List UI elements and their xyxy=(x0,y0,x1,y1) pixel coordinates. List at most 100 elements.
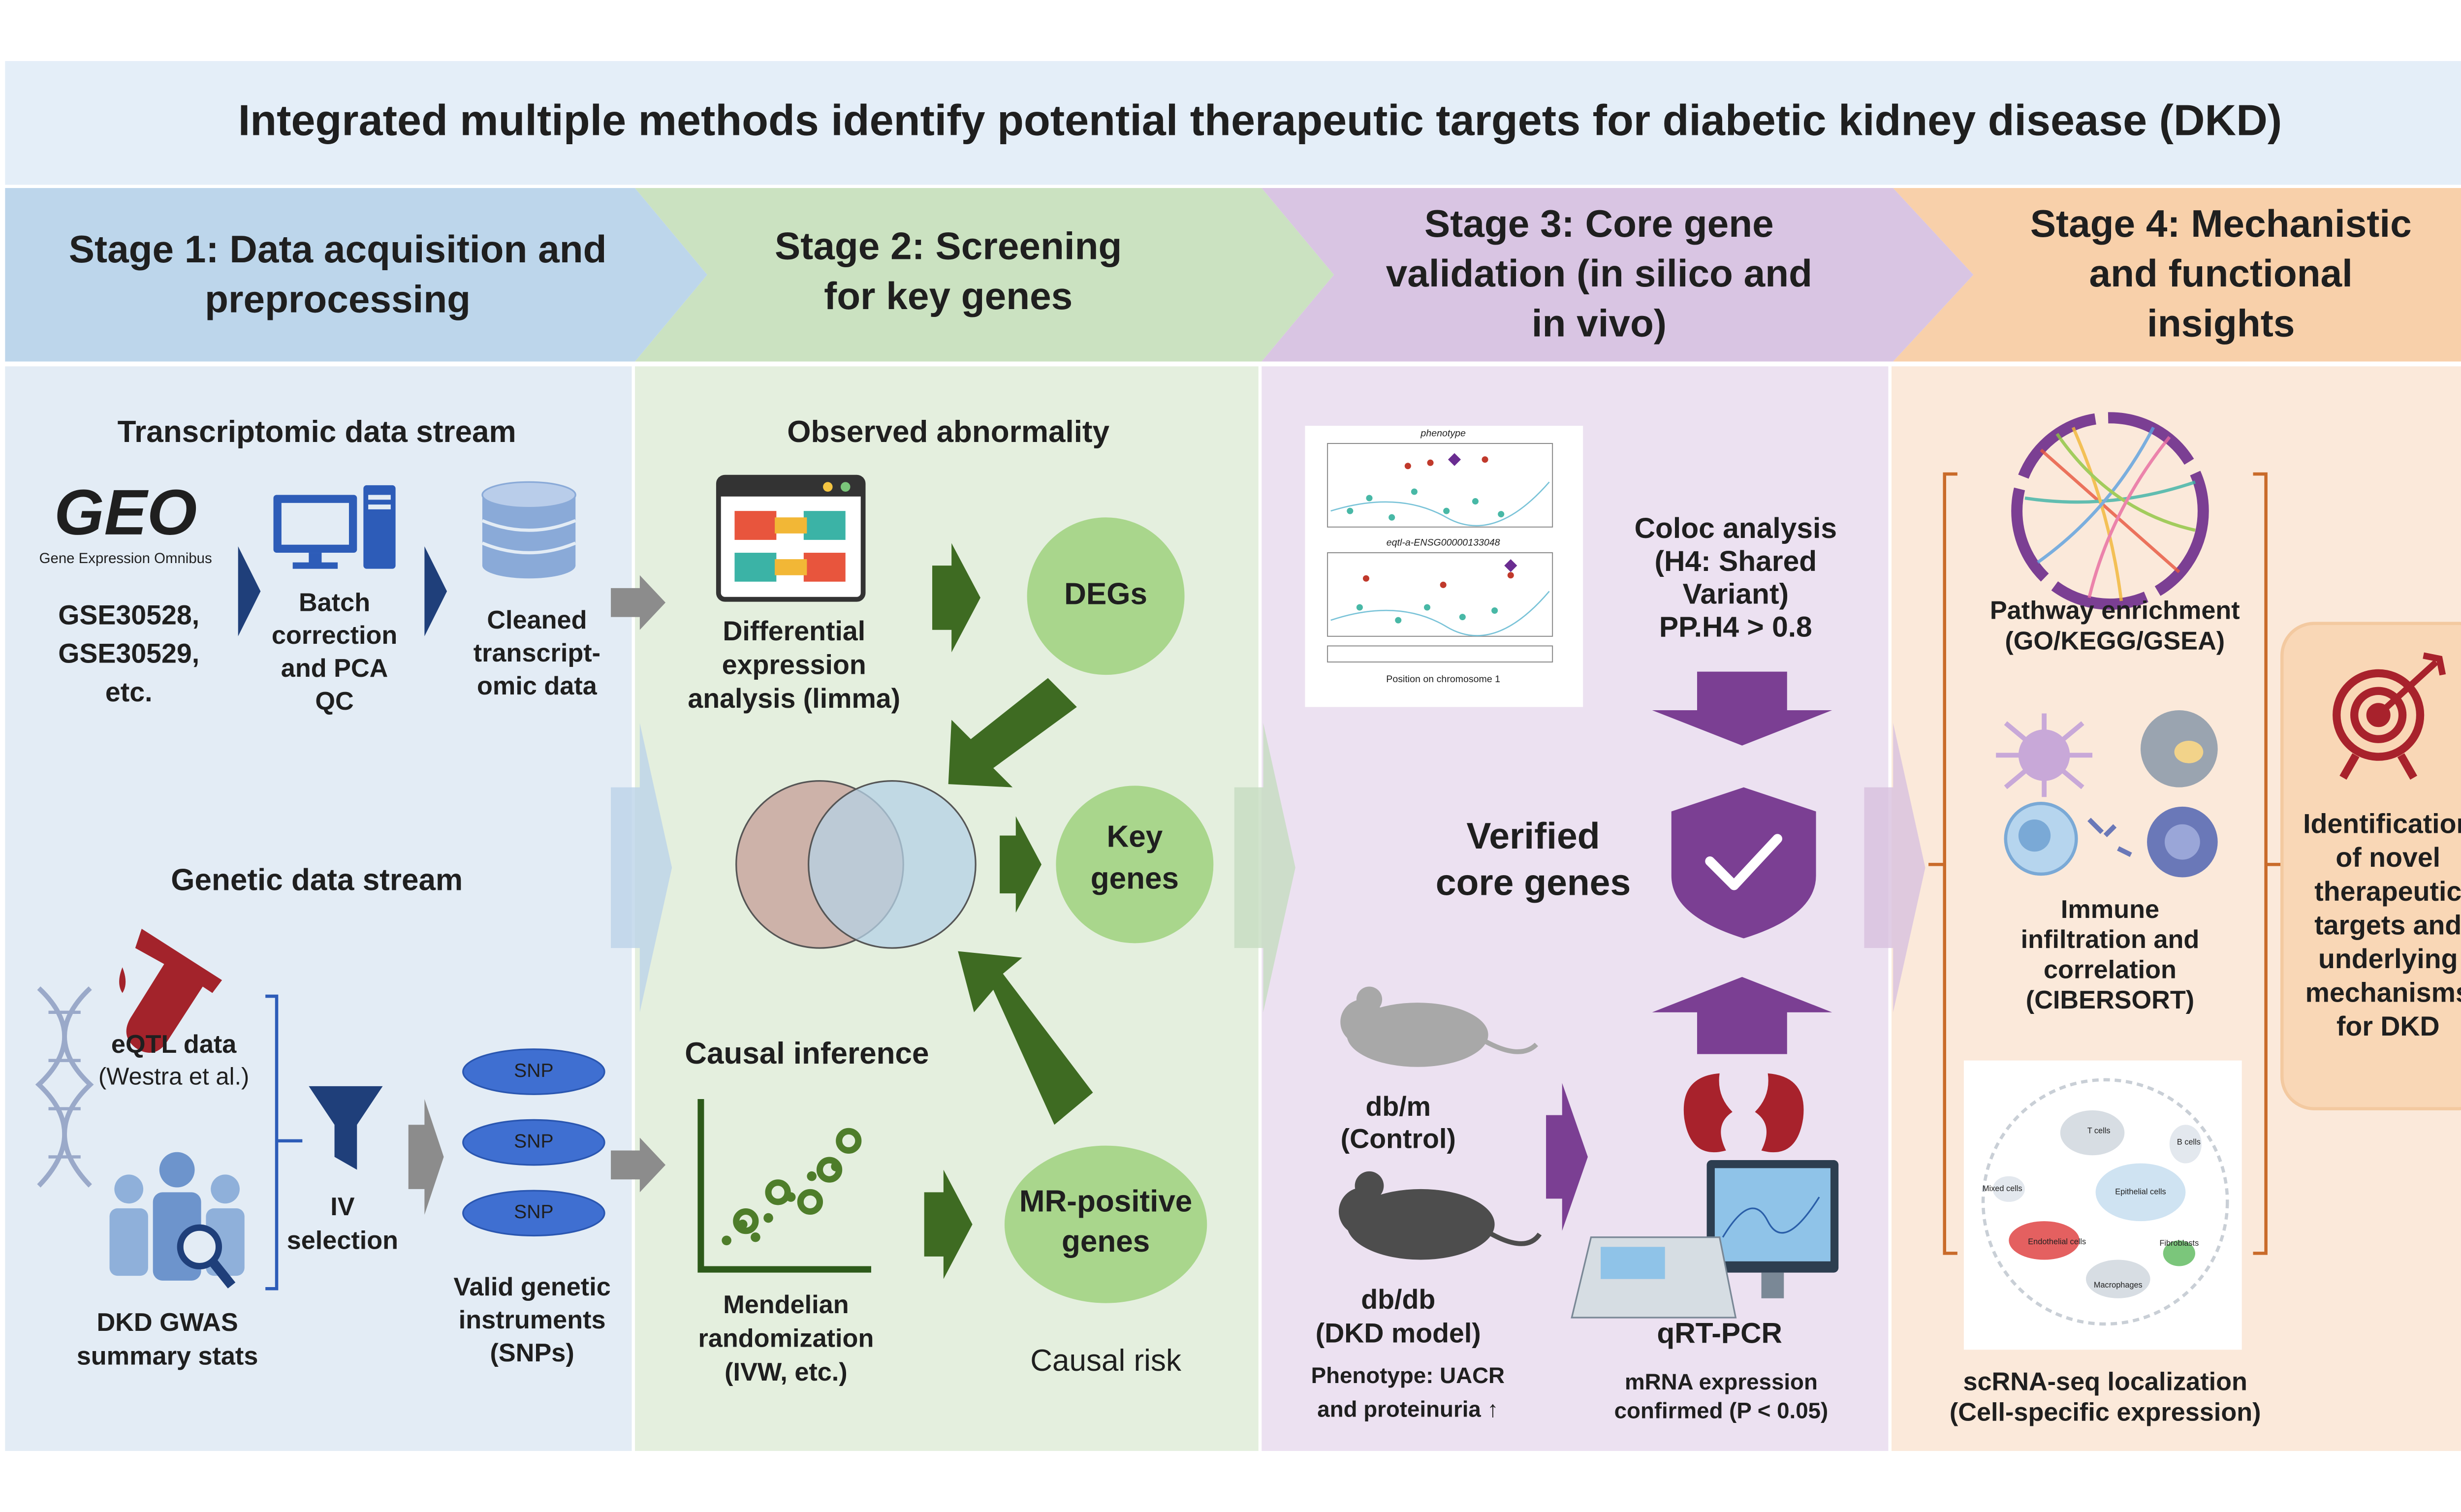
monitor-icon xyxy=(368,504,391,509)
coloc-plot xyxy=(1472,498,1479,505)
dna-icon xyxy=(35,986,94,1188)
coloc-plot xyxy=(1330,591,1550,636)
target-icon xyxy=(2333,669,2425,761)
arrow xyxy=(424,546,447,636)
arrow xyxy=(408,1099,444,1215)
chord-diagram xyxy=(2011,412,2209,610)
node-label: Key xyxy=(1106,820,1163,854)
test-tube-icon xyxy=(126,928,222,1053)
scatter-icon xyxy=(765,1179,791,1205)
qpcr-machine-icon xyxy=(1571,1160,1839,1319)
database-icon xyxy=(481,481,576,509)
label: (Control) xyxy=(1341,1124,1456,1154)
label: Cleaned xyxy=(487,606,587,634)
mouse-icon xyxy=(1356,986,1383,1012)
coloc-plot xyxy=(1404,463,1411,470)
coloc-plot xyxy=(1459,614,1466,621)
mouse-icon xyxy=(1340,986,1538,1067)
chord-diagram xyxy=(2024,480,2196,504)
label: GSE30529, xyxy=(58,638,199,669)
immune-cells-icon xyxy=(1996,710,2218,878)
scrna-umap xyxy=(1992,1176,2025,1202)
label: Immune xyxy=(2061,895,2159,924)
stage-title: and functional xyxy=(2089,252,2353,295)
monitor-icon xyxy=(281,503,349,545)
label: selection xyxy=(287,1226,398,1255)
immune-cells-icon xyxy=(2174,740,2204,763)
scrna-umap xyxy=(2169,1125,2202,1164)
circle xyxy=(1001,514,1217,1307)
label: Batch xyxy=(299,588,370,617)
immune-cells-icon xyxy=(1996,713,2093,797)
mouse-icon xyxy=(1355,1171,1384,1200)
kidney-icon xyxy=(1683,1073,1804,1153)
arrow xyxy=(611,575,666,630)
chord-diagram xyxy=(2011,412,2209,610)
section-heading: Observed abnormality xyxy=(787,415,1109,449)
cluster-label: Epithelial cells xyxy=(2115,1188,2166,1197)
label: qRT-PCR xyxy=(1657,1317,1782,1349)
window-icon xyxy=(718,477,863,497)
coloc-plot xyxy=(1388,514,1395,521)
label: GSE30528, xyxy=(58,599,199,630)
window-icon xyxy=(734,511,777,540)
arrow xyxy=(948,678,1077,788)
chord-diagram xyxy=(2055,433,2196,532)
scatter-icon xyxy=(797,1189,823,1215)
outcome-label: Identification xyxy=(2303,809,2461,839)
label: Phenotype: UACR xyxy=(1311,1363,1505,1388)
scatter-icon xyxy=(836,1128,862,1154)
coloc-plot xyxy=(1491,607,1498,614)
target-icon xyxy=(2333,652,2446,780)
label: Pathway enrichment xyxy=(1990,597,2240,625)
chord-diagram xyxy=(2040,448,2180,573)
people-icon xyxy=(109,1208,148,1276)
circle xyxy=(1001,1142,1210,1307)
label: (Westra et al.) xyxy=(98,1063,249,1090)
people-icon xyxy=(177,1224,222,1270)
section-heading: Transcriptomic data stream xyxy=(118,415,516,449)
cluster-label: Endothelial cells xyxy=(2028,1237,2086,1246)
label: and proteinuria ↑ xyxy=(1317,1396,1498,1421)
stage-title: for key genes xyxy=(824,274,1073,317)
window-icon xyxy=(803,553,846,582)
database-icon xyxy=(481,481,576,579)
dna-icon xyxy=(48,1010,81,1159)
arrow xyxy=(408,575,666,1215)
label: Mendelian xyxy=(723,1291,849,1319)
people-icon xyxy=(211,1174,240,1204)
circle xyxy=(1024,514,1188,678)
coloc-plot xyxy=(1362,575,1369,582)
transition-arrow xyxy=(611,723,672,1012)
transition-arrow xyxy=(1234,723,1295,1012)
plot-title: phenotype xyxy=(1420,428,1466,439)
label: (Cell-specific expression) xyxy=(1950,1398,2261,1427)
arrow xyxy=(238,546,261,636)
scatter-icon xyxy=(807,1171,817,1181)
coloc-plot xyxy=(1366,495,1373,502)
arrow xyxy=(932,543,980,653)
window-icon xyxy=(775,517,807,534)
cluster-label: T cells xyxy=(2087,1127,2111,1135)
mouse-icon xyxy=(1483,1039,1538,1054)
stage-title: preprocessing xyxy=(205,277,471,320)
chord-diagram xyxy=(2087,436,2171,598)
coloc-plot xyxy=(1498,511,1505,518)
coloc-plot xyxy=(1327,645,1553,662)
node-label: MR-positive xyxy=(1019,1185,1192,1219)
arrow xyxy=(611,1137,666,1193)
cluster-label: Mixed cells xyxy=(1983,1184,2022,1193)
stage-header xyxy=(1262,188,1974,362)
kidney-icon xyxy=(1755,1073,1804,1153)
scatter-icon xyxy=(697,1099,871,1273)
stage-title: Stage 2: Screening xyxy=(775,224,1122,268)
chord-diagram xyxy=(2037,426,2155,564)
arrow xyxy=(924,543,1093,1279)
cluster-label: Fibroblasts xyxy=(2159,1239,2199,1248)
stage-title: insights xyxy=(2147,301,2295,345)
scrna-umap xyxy=(1981,1078,2229,1326)
window-icon xyxy=(716,474,866,602)
scatter-icon xyxy=(816,1157,843,1183)
